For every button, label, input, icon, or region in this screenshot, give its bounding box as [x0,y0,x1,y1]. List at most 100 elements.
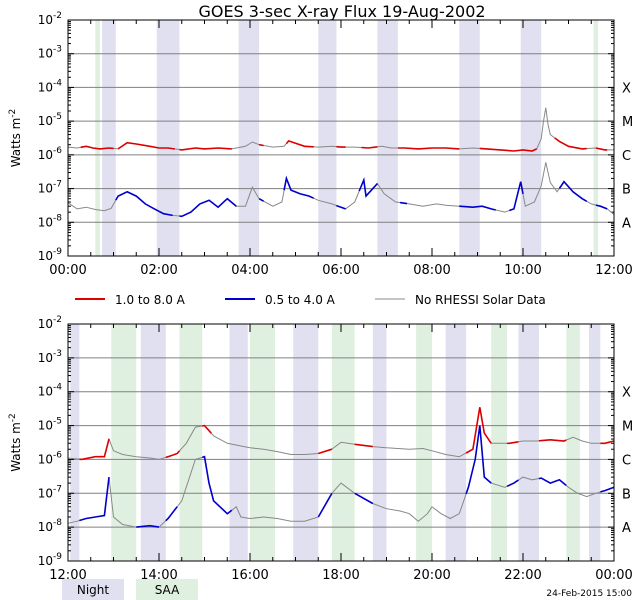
night-band [518,324,539,561]
series-line-short [317,492,333,518]
saa-band [593,20,599,256]
night-band [318,20,337,256]
x-tick-label: 06:00 [322,263,359,278]
x-tick-label: 18:00 [322,568,359,583]
night-band [70,324,80,561]
series-line-long [258,143,264,147]
saa-band [95,20,100,256]
series-line-long [117,141,176,150]
series-line-long [354,443,373,448]
shading-legend: Night SAA [62,579,198,600]
goes-class-label: A [622,216,631,231]
saa-band [111,324,137,561]
series-line-short [283,175,315,199]
legend-label: No RHESSI Solar Data [415,293,546,307]
y-tick-label: 10-4 [38,78,63,94]
timestamp: 24-Feb-2015 15:00 [546,589,632,599]
series-line-short [538,477,567,487]
series-line-long [318,448,333,455]
goes-class-label: A [622,521,631,536]
series-line-short [358,176,378,198]
saa-band [416,324,432,561]
night-band [377,20,398,256]
x-tick-label: 00:00 [49,263,86,278]
series-line-long [179,147,232,151]
y-tick-label: 10-6 [38,450,63,466]
series-line-long [202,424,212,434]
series-line-short [600,486,615,493]
series-line-long [538,438,567,442]
series-line-short [258,198,264,202]
series-line-long [361,146,378,149]
x-tick-label: 22:00 [504,568,541,583]
series-line-long [479,147,538,152]
night-band [293,324,319,561]
series-line-long [80,145,114,150]
series-line-long [79,438,110,461]
night-band [238,20,260,256]
x-tick-label: 12:00 [595,263,632,278]
y-tick-label: 10-2 [38,11,62,27]
series-line-long [507,441,519,445]
legend-label: 0.5 to 4.0 A [265,293,336,307]
y-axis-label: Watts m-2 [8,109,23,168]
series-line-short [115,190,173,217]
x-tick-label: 08:00 [413,263,450,278]
y-tick-label: 10-8 [38,518,63,534]
series-line-short [399,201,408,205]
saa-band [491,324,508,561]
x-tick-label: 20:00 [413,568,450,583]
saa-band [179,324,203,561]
y-tick-label: 10-6 [38,146,63,162]
y-tick-label: 10-9 [38,247,63,263]
series-line-short [165,506,178,522]
series-line-long [554,137,587,150]
series-line-long [595,147,608,151]
goes-class-label: M [622,420,633,435]
series-line-long [465,407,492,454]
y-tick-label: 10-3 [38,45,62,61]
goes-class-label: C [622,149,631,164]
night-band [229,324,248,561]
series-line-short [136,524,160,528]
goes-class-label: X [622,386,631,401]
x-tick-label: 16:00 [231,568,268,583]
y-tick-label: 10-5 [38,112,62,128]
chart-title: GOES 3-sec X-ray Flux 19-Aug-2002 [198,2,485,21]
bottom-flux-panel: 10-910-810-710-610-510-410-310-212:00 14:… [8,315,633,583]
series-line-short [509,181,524,212]
series-line-long [165,450,181,459]
series-line-long [397,147,460,150]
night-band [459,20,480,256]
flux-legend: 1.0 to 8.0 A 0.5 to 4.0 A No RHESSI Solar … [75,293,546,307]
goes-class-label: X [622,81,631,96]
saa-legend-box [136,579,198,600]
top-flux-panel: 10-9 10-8 10-7 10-6 10-5 10-4 10-3 10-2 00:00 02:… [8,11,633,278]
series-line-long [285,139,314,148]
x-tick-label: 00:00 [595,568,632,583]
series-line-short [179,197,237,218]
series-line-short [79,477,110,522]
night-band [102,20,116,256]
goes-class-label: B [622,487,631,502]
y-tick-label: 10-7 [38,180,62,196]
y-tick-label: 10-5 [38,417,62,433]
goes-class-label: M [622,115,633,130]
series-line-short [336,204,346,210]
series-line-short [354,492,374,505]
night-band [140,324,166,561]
night-legend-box [62,579,124,600]
y-tick-label: 10-3 [38,349,62,365]
y-tick-label: 10-8 [38,213,63,229]
x-tick-label: 10:00 [504,263,541,278]
series-line-short [595,204,608,210]
y-tick-label: 10-7 [38,484,62,500]
y-tick-label: 10-4 [38,383,63,399]
y-tick-label: 10-9 [38,552,63,568]
y-axis-label: Watts m-2 [8,413,23,472]
saa-band [250,324,276,561]
plot-frame [67,19,615,257]
series-line-short [465,425,492,495]
goes-class-label: C [622,453,631,468]
series-line-long [600,440,615,445]
